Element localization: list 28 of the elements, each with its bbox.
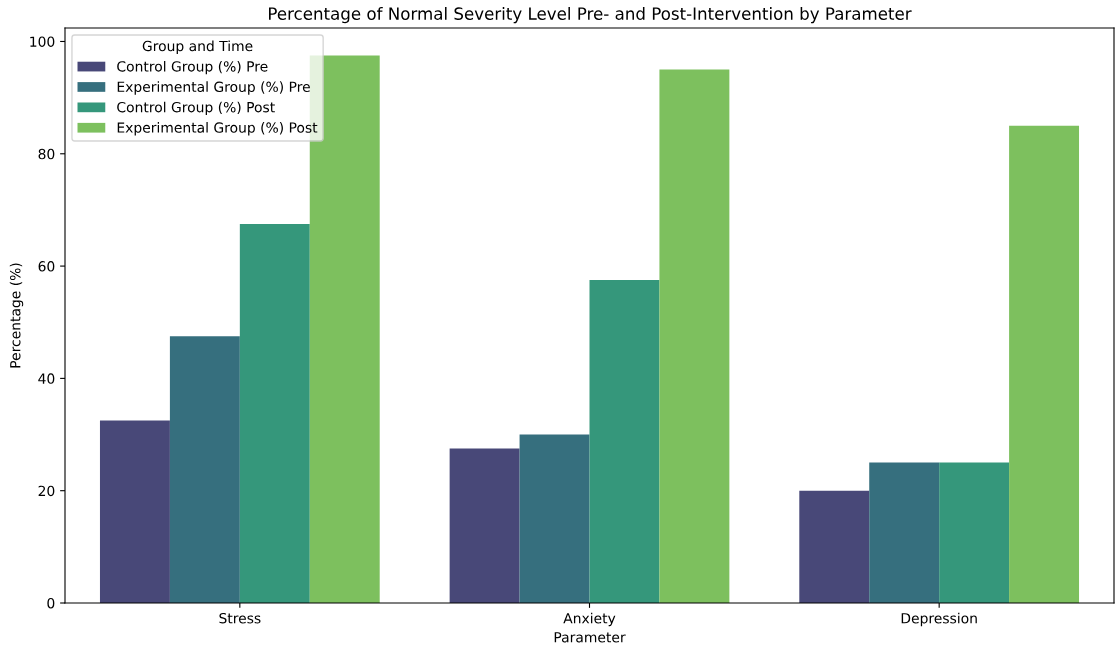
y-tick-label: 60 bbox=[38, 261, 55, 272]
bar bbox=[99, 420, 170, 603]
bar bbox=[939, 462, 1010, 603]
x-tick-label: Depression bbox=[901, 612, 977, 627]
y-tick-label: 40 bbox=[38, 373, 55, 384]
bar bbox=[589, 280, 660, 603]
y-tick-label: 80 bbox=[38, 148, 55, 160]
x-tick-label: Anxiety bbox=[563, 612, 616, 627]
bar bbox=[239, 223, 310, 603]
legend-label: Control Group (%) Pre bbox=[117, 60, 268, 75]
x-axis-title: Parameter bbox=[554, 632, 626, 643]
legend-title: Group and Time bbox=[142, 40, 253, 54]
legend-label: Experimental Group (%) Pre bbox=[117, 81, 310, 95]
bar bbox=[169, 336, 240, 603]
y-tick-label: 100 bbox=[30, 36, 55, 47]
legend-label: Control Group (%) Post bbox=[117, 101, 275, 116]
x-tick-label: Stress bbox=[219, 612, 261, 624]
y-axis-title: Percentage (%) bbox=[9, 263, 24, 368]
legend-label: Experimental Group (%) Post bbox=[117, 122, 318, 136]
chart-title: Percentage of Normal Severity Level Pre- and Post-Intervention by Parameter bbox=[269, 7, 912, 24]
bar bbox=[1009, 125, 1080, 603]
bar bbox=[519, 434, 590, 603]
y-tick-label: 20 bbox=[38, 485, 55, 497]
bar bbox=[799, 490, 870, 603]
y-tick-label: 0 bbox=[47, 597, 55, 609]
bar bbox=[659, 69, 730, 603]
bar bbox=[869, 462, 940, 603]
bar bbox=[449, 448, 520, 603]
